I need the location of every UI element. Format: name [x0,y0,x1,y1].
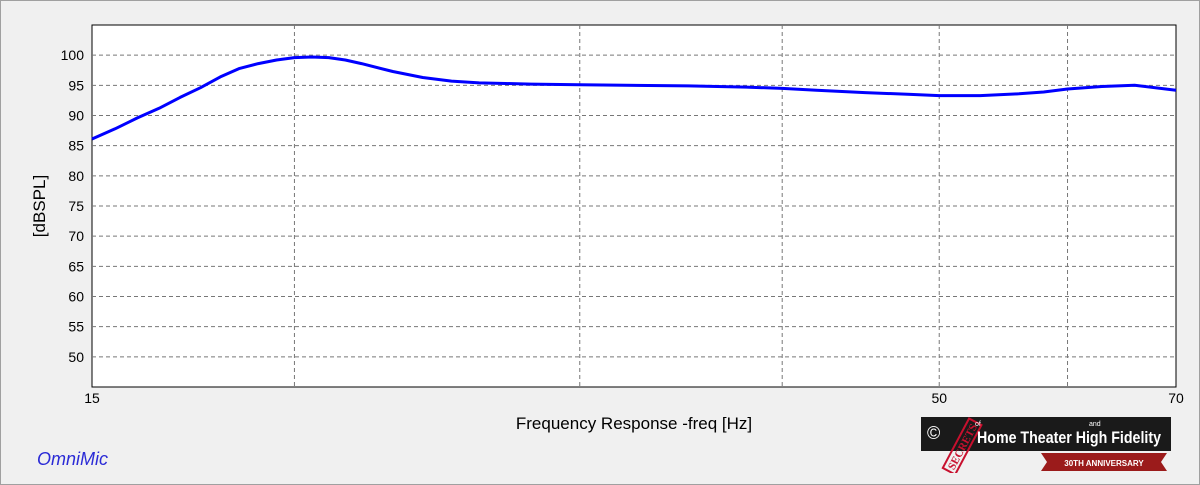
logo-stamp [941,417,983,473]
y-tick-label: 75 [68,198,84,214]
y-axis-label: [dBSPL] [30,175,49,237]
logo-and-word: and [1089,421,1101,428]
x-tick-label: 15 [84,390,100,406]
y-tick-label: 90 [68,108,84,124]
logo-ribbon [1041,453,1167,471]
x-axis-label: Frequency Response -freq [Hz] [516,414,752,433]
y-tick-label: 95 [68,77,84,93]
response-curve [91,55,1177,141]
y-tick-label: 55 [68,319,84,335]
logo-of-word: of [975,421,981,428]
x-tick-label: 70 [1168,390,1184,406]
y-tick-label: 70 [68,228,84,244]
x-tick-label: 50 [931,390,947,406]
y-tick-label: 100 [61,47,85,63]
logo-copyright: © [927,423,940,443]
y-tick-label: 85 [68,138,84,154]
tick-labels: 100 95 90 85 80 75 70 65 60 55 50 15 50 70 [61,47,1184,406]
logo-anniversary: 30TH ANNIVERSARY [1064,459,1144,468]
omnimic-brand: OmniMic [37,449,108,469]
y-tick-label: 60 [68,289,84,305]
secrets-logo: © SECRETS of and Home Theater High Fidel… [921,417,1171,473]
y-tick-label: 80 [68,168,84,184]
logo-background [921,417,1171,451]
y-tick-label: 50 [68,349,84,365]
y-tick-label: 65 [68,258,84,274]
logo-title: Home Theater High Fidelity [977,428,1161,447]
